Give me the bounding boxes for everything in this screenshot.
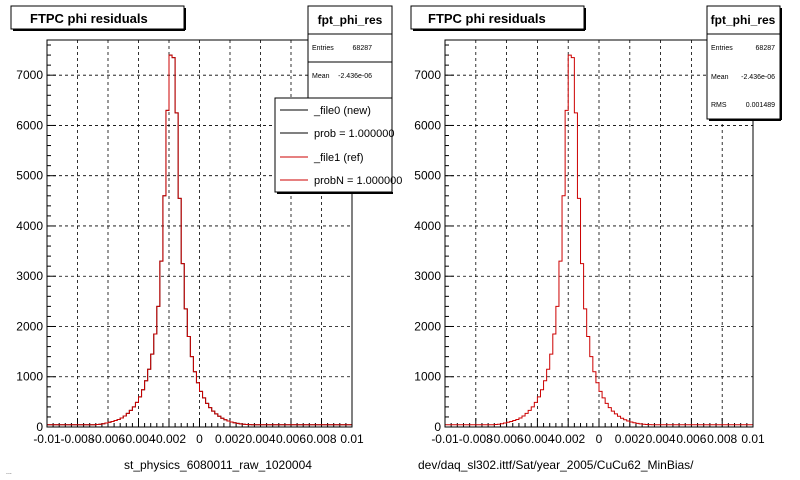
left-stats-name: fpt_phi_res (318, 13, 383, 27)
right-title-box: FTPC phi residuals (410, 5, 586, 31)
left-stats-entries-label: Entries (312, 45, 334, 52)
y-tick-label: 5000 (16, 169, 43, 183)
y-tick-label: 6000 (16, 118, 43, 132)
y-tick-label: 2000 (16, 319, 43, 333)
x-tick-label: -0.006 (490, 432, 524, 446)
right-stats-entries-value: 68287 (756, 45, 776, 52)
y-tick-label: 0 (434, 420, 441, 434)
x-tick-label: -0.01 (431, 432, 459, 446)
histogram-series-1 (47, 54, 352, 426)
x-tick-label: 0.004 (646, 432, 676, 446)
left-stats-frame (307, 5, 393, 100)
left-xlabel: st_physics_6080011_raw_1020004 (124, 458, 312, 472)
left-plot-frame: -0.01 -0.008-0.006-0.004-0.002 0 0.002 0.004… (16, 39, 364, 446)
x-tick-label: 0.006 (676, 432, 706, 446)
x-tick-label: 0.002 (615, 432, 645, 446)
x-tick-label: 0.01 (741, 432, 765, 446)
left-plot-border (46, 39, 353, 428)
x-tick-label: 0 (196, 432, 203, 446)
left-axis-ticks: -0.01 -0.008-0.006-0.004-0.002 0 0.002 0.004… (16, 44, 364, 446)
right-xlabel: dev/daq_sl302.ittf/Sat/year_2005/CuCu62_… (418, 458, 694, 472)
right-stats-entries-label: Entries (711, 45, 733, 52)
right-stats-rms-label: RMS (711, 102, 727, 109)
left-stats-box: fpt_phi_res Entries 68287 Mean -2.436e-0… (307, 5, 393, 100)
y-tick-label: 1000 (414, 370, 441, 384)
left-title-box: FTPC phi residuals (10, 5, 186, 31)
y-tick-label: 7000 (16, 68, 43, 82)
y-tick-label: 6000 (414, 118, 441, 132)
x-tick-label: 0.01 (340, 432, 364, 446)
y-tick-label: 4000 (414, 219, 441, 233)
left-stats-mean-label: Mean (312, 73, 330, 80)
left-series (47, 54, 352, 426)
legend-entry-file1: _file1 (ref) (280, 152, 364, 164)
y-tick-label: 3000 (16, 269, 43, 283)
x-tick-label: 0.004 (245, 432, 275, 446)
x-tick-label: 0.002 (215, 432, 245, 446)
x-tick-label: -0.002 (551, 432, 585, 446)
legend-label-file0: _file0 (new) (313, 105, 371, 117)
legend-label-prob: prob = 1.000000 (314, 128, 394, 140)
x-tick-label: -0.01 (33, 432, 61, 446)
footer-caption: ... (6, 469, 12, 476)
x-tick-label: 0.006 (276, 432, 306, 446)
x-tick-label: -0.004 (121, 432, 155, 446)
right-stats-frame (706, 5, 781, 120)
x-tick-label: -0.008 (60, 432, 94, 446)
x-tick-label: 0 (596, 432, 603, 446)
right-stats-mean-value: -2.436e-06 (741, 74, 775, 81)
right-plot-frame: -0.01 -0.008-0.006-0.004-0.002 0 0.002 0.004… (414, 39, 765, 446)
y-tick-label: 7000 (414, 68, 441, 82)
right-stats-mean-label: Mean (711, 74, 729, 81)
y-tick-label: 5000 (414, 169, 441, 183)
y-tick-label: 4000 (16, 219, 43, 233)
right-series (445, 54, 753, 426)
right-stats-rms-value: 0.001489 (746, 102, 775, 109)
legend-entry-prob: prob = 1.000000 (280, 128, 394, 140)
histogram-series-0 (445, 54, 753, 426)
y-tick-label: 2000 (414, 319, 441, 333)
x-tick-label: -0.002 (152, 432, 186, 446)
x-tick-label: -0.004 (520, 432, 554, 446)
right-stats-name: fpt_phi_res (711, 13, 776, 27)
x-tick-label: -0.006 (91, 432, 125, 446)
left-legend: _file0 (new) prob = 1.000000 _file1 (ref… (274, 97, 402, 194)
right-plot-border (444, 39, 754, 428)
y-tick-label: 3000 (414, 269, 441, 283)
legend-label-file1: _file1 (ref) (313, 152, 364, 164)
right-title: FTPC phi residuals (428, 11, 546, 26)
right-stats-box: fpt_phi_res Entries 68287 Mean -2.436e-0… (706, 5, 782, 121)
right-panel: -0.01 -0.008-0.006-0.004-0.002 0 0.002 0.004… (410, 5, 782, 472)
right-grid (445, 40, 753, 427)
left-stats-entries-value: 68287 (353, 45, 373, 52)
y-tick-label: 1000 (16, 370, 43, 384)
legend-label-probn: probN = 1.000000 (314, 175, 402, 187)
left-panel: -0.01 -0.008-0.006-0.004-0.002 0 0.002 0.004… (10, 5, 402, 472)
left-stats-mean-value: -2.436e-06 (338, 73, 372, 80)
left-title: FTPC phi residuals (30, 11, 148, 26)
legend-entry-file0: _file0 (new) (280, 105, 371, 117)
right-axis-ticks: -0.01 -0.008-0.006-0.004-0.002 0 0.002 0.004… (414, 44, 765, 446)
x-tick-label: -0.008 (459, 432, 493, 446)
left-grid (47, 40, 352, 427)
legend-entry-probn: probN = 1.000000 (280, 175, 402, 187)
x-tick-label: 0.008 (306, 432, 336, 446)
x-tick-label: 0.008 (707, 432, 737, 446)
y-tick-label: 0 (36, 420, 43, 434)
